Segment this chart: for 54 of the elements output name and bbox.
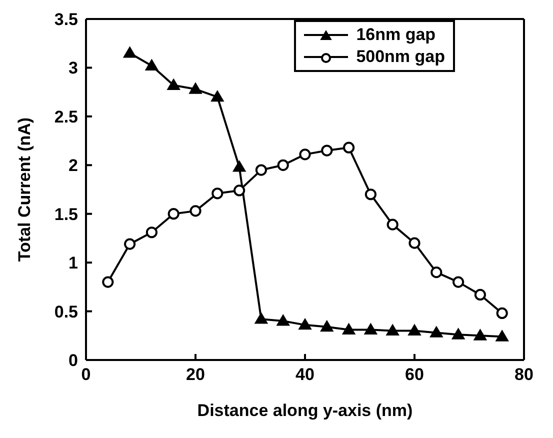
point [146, 226, 158, 238]
point [474, 329, 487, 340]
point [167, 78, 180, 90]
point [168, 208, 180, 220]
point [496, 330, 509, 342]
point [123, 46, 136, 58]
x-tick-label: 80 [514, 365, 534, 384]
point [189, 82, 202, 94]
y-tick-label: 1.5 [54, 204, 78, 224]
point [210, 90, 224, 102]
x-tick-label: 40 [296, 365, 314, 384]
x-tick-label: 60 [405, 365, 424, 384]
point [342, 323, 356, 334]
point [298, 318, 312, 330]
point [452, 328, 465, 340]
y-tick-label: 2 [68, 156, 78, 176]
point [430, 326, 443, 338]
point [321, 144, 333, 156]
point [234, 184, 246, 196]
point [408, 324, 421, 336]
y-tick-label: 3.5 [54, 10, 78, 30]
point [452, 276, 464, 288]
point [145, 59, 158, 70]
point [124, 238, 136, 250]
y-tick-label: 1 [68, 254, 78, 273]
legend-label: 500nm gap [356, 46, 445, 68]
point [277, 159, 289, 171]
y-tick-label: 0.5 [54, 302, 78, 322]
point [408, 237, 420, 249]
point [474, 288, 486, 301]
point [232, 160, 246, 172]
x-tick-label: 20 [186, 365, 205, 384]
point [255, 164, 267, 176]
y-tick-label: 0 [68, 351, 78, 370]
point [496, 307, 508, 320]
point [102, 276, 114, 288]
y-axis-title: Total Current (nA) [15, 117, 34, 262]
x-tick-label: 0 [81, 365, 91, 384]
y-tick-label: 3 [68, 58, 78, 78]
point [254, 312, 268, 324]
point [364, 323, 378, 334]
point [430, 266, 442, 278]
x-axis-title: Distance along y-axis (nm) [197, 401, 413, 420]
point [190, 205, 202, 217]
point [364, 188, 376, 200]
point [212, 188, 224, 200]
point [343, 142, 355, 154]
point [320, 320, 334, 332]
point [276, 314, 290, 326]
legend-label: 16nm gap [356, 24, 436, 46]
y-tick-label: 2.5 [54, 107, 78, 126]
point [386, 324, 400, 336]
point [386, 218, 398, 230]
point [299, 148, 311, 160]
